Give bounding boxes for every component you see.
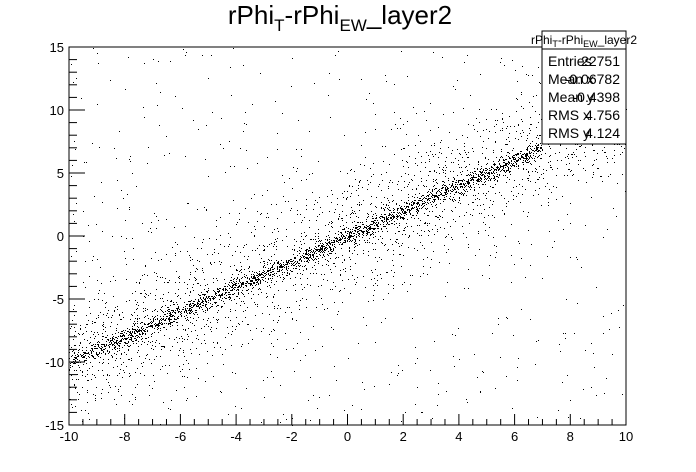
title-part-2: -rPhi xyxy=(285,0,340,30)
y-tick-label: 15 xyxy=(50,40,64,55)
x-tick-label: 4 xyxy=(455,429,462,444)
stats-label-mean-y: Mean y xyxy=(548,89,594,105)
stats-title-part-3: _layer2 xyxy=(597,33,638,47)
y-tick-label: 10 xyxy=(50,103,64,118)
stats-value-mean-x: -0.06782 xyxy=(565,71,620,87)
title-part-3: _layer2 xyxy=(366,0,452,30)
stats-box-frame xyxy=(541,30,627,145)
x-axis: -10 -8 -6 -4 -2 0 2 4 6 8 10 xyxy=(60,414,633,444)
stats-box-title: rPhiT-rPhiEW_layer2 xyxy=(531,33,637,49)
stats-value-rms-y: 4.124 xyxy=(585,125,620,141)
x-tick-label: 6 xyxy=(511,429,518,444)
scatter-point-cloud xyxy=(69,48,627,426)
x-tick-label: 0 xyxy=(344,429,351,444)
x-tick-label: -6 xyxy=(175,429,187,444)
y-tick-label: -10 xyxy=(45,355,64,370)
stats-title-part-1: rPhi xyxy=(531,33,552,47)
x-tick-label: 2 xyxy=(400,429,407,444)
stats-box: rPhiT-rPhiEW_layer2 Entries 22751 Mean x… xyxy=(531,30,637,145)
y-tick-label: -15 xyxy=(45,418,64,433)
stats-value-rms-x: 4.756 xyxy=(585,107,620,123)
x-tick-label: -8 xyxy=(119,429,131,444)
y-tick-label: 0 xyxy=(57,229,64,244)
title-sub-2: EW xyxy=(339,16,366,35)
y-axis: -15 -10 -5 0 5 10 15 xyxy=(45,40,85,433)
title-part-1: rPhi xyxy=(228,0,274,30)
stats-label-entries: Entries xyxy=(548,53,592,69)
stats-value-mean-y: -0.4398 xyxy=(573,89,621,105)
stats-title-sub-1: T xyxy=(552,39,558,49)
y-tick-label: -5 xyxy=(52,292,64,307)
stats-value-entries: 22751 xyxy=(581,53,620,69)
stats-title-part-2: -rPhi xyxy=(558,33,583,47)
x-tick-label: -4 xyxy=(230,429,242,444)
y-tick-label: 5 xyxy=(57,166,64,181)
scatter-points xyxy=(69,48,627,426)
x-tick-label: -10 xyxy=(60,429,79,444)
title-sub-1: T xyxy=(274,16,284,35)
stats-label-mean-x: Mean x xyxy=(548,71,594,87)
x-tick-label: 8 xyxy=(567,429,574,444)
x-tick-label: 10 xyxy=(619,429,633,444)
x-tick-label: -2 xyxy=(286,429,298,444)
stats-label-rms-y: RMS y xyxy=(548,125,590,141)
stats-label-rms-x: RMS x xyxy=(548,107,590,123)
chart-title: rPhiT-rPhiEW_layer2 xyxy=(228,0,452,35)
stats-title-sub-2: EW xyxy=(583,39,598,49)
